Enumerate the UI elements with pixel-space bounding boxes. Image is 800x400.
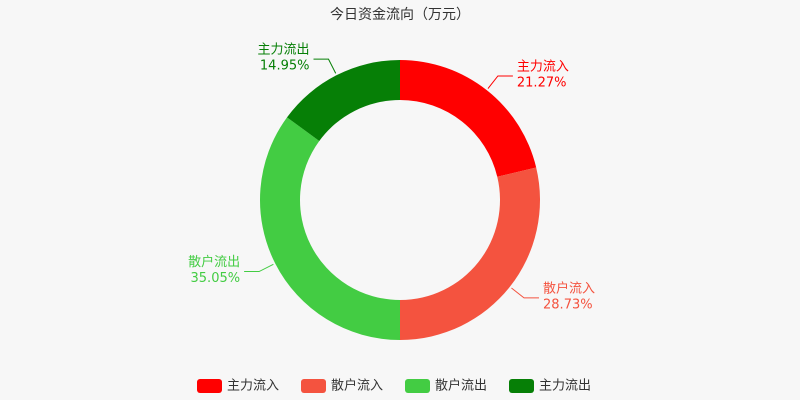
legend-swatch	[197, 379, 222, 393]
donut-segment	[260, 117, 400, 340]
legend-label: 主力流入	[227, 379, 279, 394]
slice-label: 主力流出	[257, 43, 309, 58]
leader-line	[313, 58, 337, 74]
slice-label: 散户流出	[188, 254, 240, 270]
legend-label: 散户流入	[331, 378, 383, 394]
slice-label: 散户流入	[543, 280, 595, 296]
slice-value-label: 35.05%	[191, 271, 241, 286]
legend-swatch	[509, 379, 534, 393]
donut-segment	[286, 60, 400, 141]
slice-label: 主力流入	[517, 59, 569, 74]
legend-swatch	[301, 379, 326, 393]
legend-swatch	[405, 379, 430, 393]
chart-title: 今日资金流向（万元）	[330, 7, 470, 23]
legend-label: 主力流出	[539, 379, 591, 394]
slice-value-label: 28.73%	[543, 297, 593, 312]
leader-line	[487, 75, 513, 89]
legend-label: 散户流出	[435, 378, 487, 394]
leader-line	[511, 287, 540, 299]
leader-line	[244, 263, 274, 273]
slice-value-label: 14.95%	[260, 59, 310, 74]
donut-segment	[400, 167, 540, 340]
donut-segment	[400, 60, 537, 177]
slice-value-label: 21.27%	[517, 75, 567, 90]
